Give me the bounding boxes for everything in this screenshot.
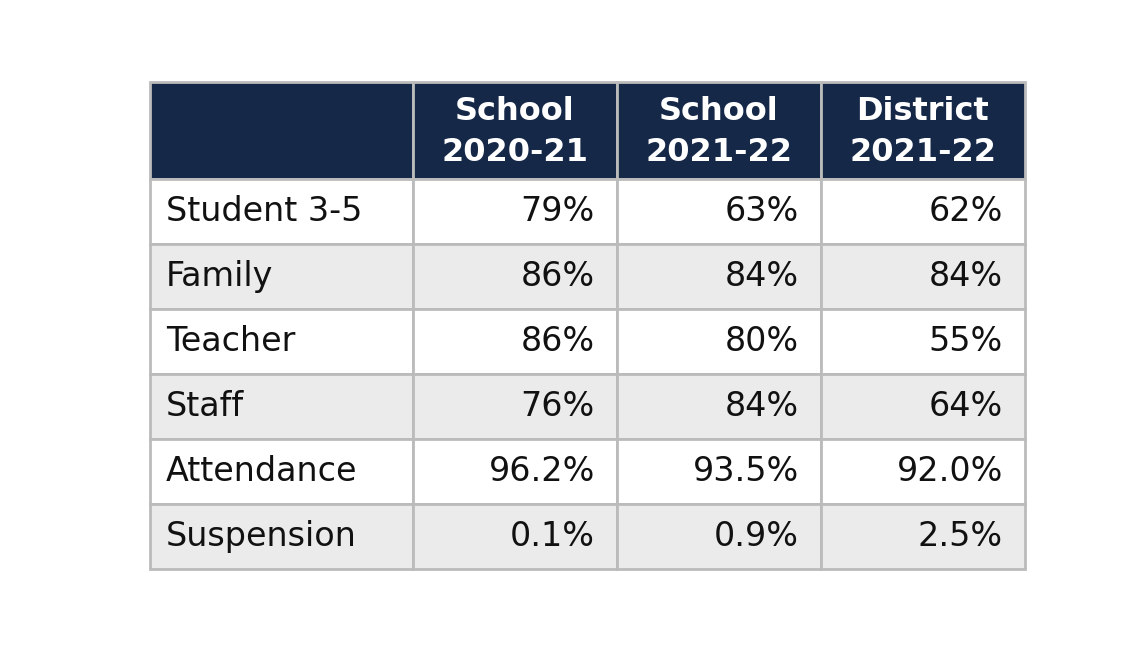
Text: Student 3-5: Student 3-5: [166, 195, 362, 228]
Text: 0.1%: 0.1%: [510, 520, 594, 553]
Bar: [820, 83, 1025, 179]
Bar: [617, 83, 820, 179]
Text: 84%: 84%: [929, 260, 1003, 293]
Text: 93.5%: 93.5%: [693, 455, 799, 488]
Bar: [412, 374, 617, 439]
Text: 84%: 84%: [724, 260, 799, 293]
Text: Teacher: Teacher: [166, 325, 295, 358]
Text: 92.0%: 92.0%: [896, 455, 1003, 488]
Bar: [412, 244, 617, 309]
Text: 80%: 80%: [724, 325, 799, 358]
Bar: [150, 179, 412, 244]
Bar: [150, 309, 412, 374]
Bar: [617, 504, 820, 569]
Text: School: School: [455, 96, 575, 127]
Bar: [412, 179, 617, 244]
Bar: [150, 83, 412, 179]
Text: Family: Family: [166, 260, 273, 293]
Text: 79%: 79%: [521, 195, 594, 228]
Bar: [820, 374, 1025, 439]
Bar: [150, 244, 412, 309]
Text: Attendance: Attendance: [166, 455, 357, 488]
Text: 63%: 63%: [724, 195, 799, 228]
Text: 2021-22: 2021-22: [850, 137, 997, 168]
Bar: [412, 439, 617, 504]
Bar: [617, 244, 820, 309]
Text: 86%: 86%: [521, 325, 594, 358]
Bar: [820, 504, 1025, 569]
Text: 86%: 86%: [521, 260, 594, 293]
Text: District: District: [857, 96, 989, 127]
Bar: [150, 504, 412, 569]
Bar: [150, 374, 412, 439]
Text: Suspension: Suspension: [166, 520, 357, 553]
Bar: [412, 83, 617, 179]
Text: 76%: 76%: [521, 390, 594, 423]
Text: 62%: 62%: [929, 195, 1003, 228]
Bar: [150, 439, 412, 504]
Text: 55%: 55%: [929, 325, 1003, 358]
Text: 0.9%: 0.9%: [714, 520, 799, 553]
Bar: [617, 439, 820, 504]
Text: School: School: [659, 96, 779, 127]
Text: 2020-21: 2020-21: [441, 137, 589, 168]
Bar: [412, 504, 617, 569]
Text: 64%: 64%: [929, 390, 1003, 423]
Text: 84%: 84%: [724, 390, 799, 423]
Bar: [820, 244, 1025, 309]
Text: 2.5%: 2.5%: [918, 520, 1003, 553]
Bar: [617, 179, 820, 244]
Bar: [820, 179, 1025, 244]
Text: 2021-22: 2021-22: [645, 137, 792, 168]
Bar: [820, 439, 1025, 504]
Text: 96.2%: 96.2%: [488, 455, 594, 488]
Bar: [412, 309, 617, 374]
Bar: [617, 374, 820, 439]
Bar: [820, 309, 1025, 374]
Text: Staff: Staff: [166, 390, 244, 423]
Bar: [617, 309, 820, 374]
